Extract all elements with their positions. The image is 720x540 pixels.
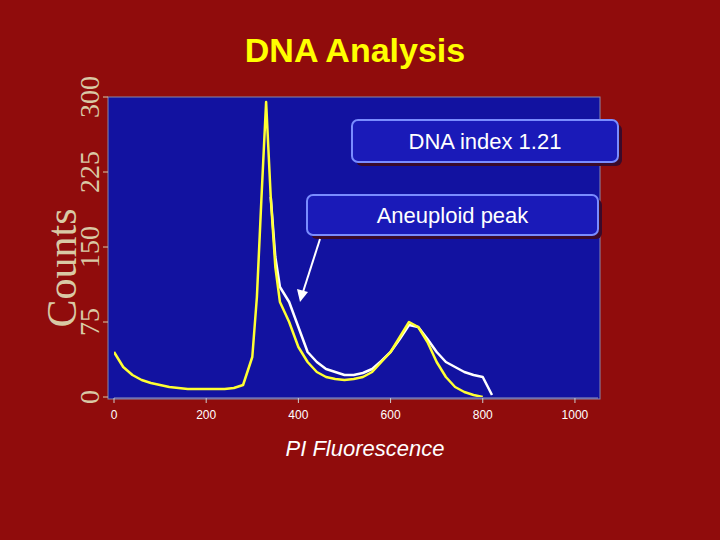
x-tick bbox=[298, 398, 299, 403]
x-tick-label: 600 bbox=[381, 408, 401, 422]
x-tick bbox=[206, 398, 207, 403]
y-axis-label: Counts bbox=[39, 208, 85, 327]
annotation-text: Aneuploid peak bbox=[377, 203, 530, 228]
x-tick-label: 400 bbox=[288, 408, 308, 422]
x-tick-label: 0 bbox=[111, 408, 118, 422]
x-tick-label: 200 bbox=[196, 408, 216, 422]
x-axis bbox=[114, 398, 598, 399]
annotation-arrow bbox=[303, 239, 320, 292]
x-tick bbox=[482, 398, 483, 403]
y-tick-label: 300 bbox=[74, 76, 105, 118]
arrow-head bbox=[297, 289, 308, 302]
x-tick bbox=[114, 398, 115, 403]
y-tick-label: 225 bbox=[74, 151, 105, 193]
annotation-box bbox=[352, 120, 618, 162]
annotation-box bbox=[307, 195, 598, 235]
x-tick-label: 800 bbox=[473, 408, 493, 422]
chart: DNA Analysis0200400600800100007515022530… bbox=[0, 0, 720, 540]
y-tick-label: 0 bbox=[74, 390, 105, 404]
x-axis-label: PI Fluorescence bbox=[286, 436, 445, 461]
x-tick bbox=[390, 398, 391, 403]
background bbox=[0, 0, 720, 540]
annotation-text: DNA index 1.21 bbox=[409, 129, 562, 154]
x-tick-label: 1000 bbox=[562, 408, 589, 422]
x-tick bbox=[574, 398, 575, 403]
title: DNA Analysis bbox=[245, 31, 465, 69]
